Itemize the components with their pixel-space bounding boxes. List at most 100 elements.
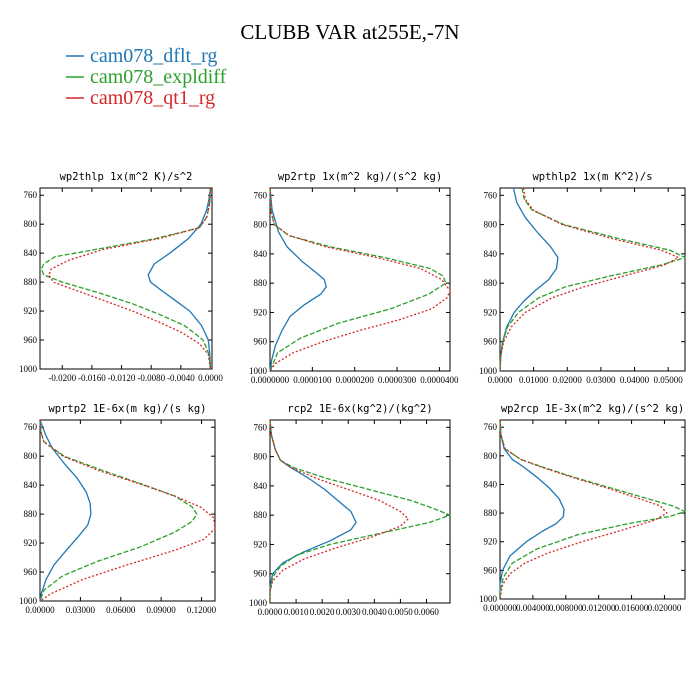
x-tick-label: 0.0040 (362, 607, 387, 617)
x-tick-label: 0.05000 (654, 375, 684, 385)
series-line-cam078_dflt_rg (499, 419, 565, 599)
x-tick-label: 0.0000000 (251, 375, 290, 385)
y-tick-label: 1000 (479, 594, 498, 604)
x-tick-label: 0.06000 (106, 605, 136, 615)
y-tick-label: 960 (24, 567, 38, 577)
y-tick-label: 880 (24, 509, 38, 519)
legend-entry-qt1: cam078_qt1_rg (66, 87, 215, 109)
legend-label-expldiff: cam078_expldiff (90, 66, 227, 88)
x-tick-label: -0.0040 (167, 373, 195, 383)
y-tick-label: 1000 (249, 366, 268, 376)
plot-frame (499, 419, 686, 600)
x-tick-label: 0.0050 (388, 607, 413, 617)
legend: cam078_dflt_rg cam078_expldiff cam078_qt… (66, 45, 227, 109)
y-tick-label: 880 (254, 278, 268, 288)
legend-entry-expldiff: cam078_expldiff (66, 66, 227, 88)
y-tick-label: 960 (254, 569, 268, 579)
y-tick-label: 920 (254, 307, 268, 317)
series-line-cam078_qt1_rg (48, 187, 212, 370)
y-tick-label: 880 (24, 277, 38, 287)
series-line-cam078_qt1_rg (499, 187, 679, 372)
y-tick-label: 1000 (19, 364, 38, 374)
x-tick-label: 0.0000200 (336, 375, 375, 385)
y-tick-label: 960 (484, 565, 498, 575)
series-line-cam078_dflt_rg (269, 187, 327, 372)
y-tick-label: 960 (484, 337, 498, 347)
y-tick-label: 760 (484, 422, 498, 432)
x-tick-label: 0.09000 (147, 605, 177, 615)
series-line-cam078_expldiff (40, 187, 212, 370)
series-line-cam078_dflt_rg (39, 419, 92, 602)
x-tick-label: 0.0000 (258, 607, 283, 617)
y-tick-label: 760 (24, 190, 38, 200)
chart-panel-5: rcp2 1E-6x(kg^2)/(kg^2) 760 800 840 880 920 96… (249, 403, 451, 617)
series-line-cam078_expldiff (39, 419, 198, 602)
plot-frame (39, 187, 213, 370)
x-tick-label: 0.04000 (620, 375, 650, 385)
y-tick-label: 1000 (19, 596, 38, 606)
y-tick-label: 840 (24, 248, 38, 258)
x-tick-label: 0.0010 (284, 607, 309, 617)
x-tick-label: -0.0160 (78, 373, 106, 383)
chart-panel-2: wp2rtp 1x(m^2 kg)/(s^2 kg) 760 800 840 880 92… (249, 171, 459, 385)
x-tick-label: 0.000000 (483, 603, 517, 613)
plot-frame (39, 419, 216, 602)
y-tick-label: 760 (254, 190, 268, 200)
x-tick-label: 0.0000300 (378, 375, 417, 385)
y-tick-label: 920 (484, 307, 498, 317)
y-tick-label: 800 (254, 452, 268, 462)
y-tick-label: 920 (254, 539, 268, 549)
x-tick-label: 0.0000 (198, 373, 223, 383)
y-tick-label: 760 (24, 422, 38, 432)
panels: wp2thlp 1x(m^2 K)/s^2 760 800 840 880 920 960 1… (19, 171, 686, 617)
x-tick-label: 0.01000 (519, 375, 549, 385)
y-tick-label: 760 (484, 190, 498, 200)
legend-entry-dflt: cam078_dflt_rg (66, 45, 217, 67)
chart-panel-4: wprtp2 1E-6x(m kg)/(s kg) 760 800 840 880 920… (19, 403, 217, 615)
y-tick-label: 960 (24, 335, 38, 345)
y-tick-label: 800 (24, 451, 38, 461)
x-tick-label: 0.02000 (553, 375, 583, 385)
x-tick-label: 0.016000 (615, 603, 649, 613)
x-tick-label: 0.0030 (336, 607, 361, 617)
series-line-cam078_qt1_rg (39, 419, 216, 602)
x-tick-label: 0.00000 (25, 605, 55, 615)
y-tick-label: 920 (24, 538, 38, 548)
x-tick-label: 0.020000 (648, 603, 682, 613)
y-tick-label: 840 (484, 249, 498, 259)
y-tick-label: 1000 (249, 598, 268, 608)
x-tick-label: 0.004000 (516, 603, 550, 613)
x-tick-label: -0.0200 (48, 373, 76, 383)
x-tick-label: -0.0080 (137, 373, 165, 383)
plot-frame (269, 419, 451, 604)
legend-label-dflt: cam078_dflt_rg (90, 45, 217, 67)
panel-title: rcp2 1E-6x(kg^2)/(kg^2) (287, 403, 432, 415)
x-tick-label: 0.03000 (66, 605, 96, 615)
x-tick-label: 0.012000 (582, 603, 616, 613)
x-tick-label: 0.008000 (549, 603, 583, 613)
x-tick-label: 0.12000 (187, 605, 217, 615)
y-tick-label: 760 (254, 422, 268, 432)
x-tick-label: 0.0000400 (420, 375, 459, 385)
y-tick-label: 880 (484, 278, 498, 288)
y-tick-label: 920 (24, 306, 38, 316)
panel-title: wprtp2 1E-6x(m kg)/(s kg) (48, 403, 206, 415)
y-tick-label: 840 (24, 480, 38, 490)
plot-frame (499, 187, 686, 372)
legend-label-qt1: cam078_qt1_rg (90, 87, 215, 109)
y-tick-label: 880 (484, 508, 498, 518)
panel-title: wp2rtp 1x(m^2 kg)/(s^2 kg) (278, 171, 442, 183)
y-tick-label: 840 (484, 479, 498, 489)
y-tick-label: 800 (24, 219, 38, 229)
panel-title: wp2rcp 1E-3x(m^2 kg)/(s^2 kg) (501, 403, 684, 415)
panel-title: wp2thlp 1x(m^2 K)/s^2 (60, 171, 193, 183)
chart-panel-6: wp2rcp 1E-3x(m^2 kg)/(s^2 kg)760 800 840 88… (479, 403, 686, 613)
y-tick-label: 1000 (479, 366, 498, 376)
chart-panel-1: wp2thlp 1x(m^2 K)/s^2 760 800 840 880 920 960 1… (19, 171, 223, 383)
plot-frame (269, 187, 451, 372)
y-tick-label: 840 (254, 481, 268, 491)
panel-title: wpthlp2 1x(m K^2)/s (532, 171, 652, 183)
series-line-cam078_expldiff (269, 419, 451, 603)
